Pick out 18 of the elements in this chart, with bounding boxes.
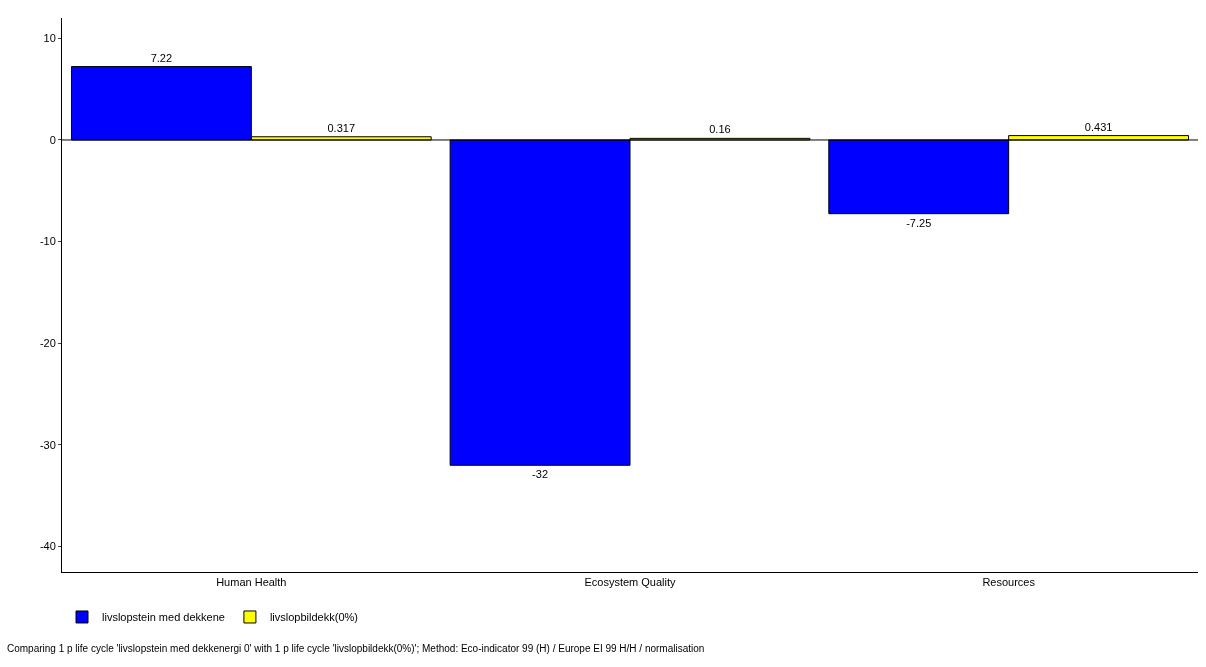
y-tick-label: -20	[39, 337, 56, 350]
y-tick-label: -40	[39, 540, 56, 553]
data-label: -32	[532, 468, 549, 481]
data-label: 0.16	[709, 123, 731, 136]
data-label: 0.317	[327, 121, 356, 134]
y-tick-label: 0	[49, 133, 56, 146]
y-tick-label: -10	[39, 235, 56, 248]
x-tick-label: Human Health	[216, 576, 287, 589]
x-tick-label: Ecosystem Quality	[584, 576, 677, 589]
x-tick-label: Resources	[982, 576, 1036, 589]
y-tick-label: -30	[39, 438, 56, 451]
y-tick-label: 10	[43, 32, 56, 45]
data-label: 0.431	[1084, 120, 1113, 133]
text: Comparing 1 p life cycle 'livslopstein med dekkenergi 0' with 1 p life cycle 'livslopbildekk(0%)'; Method: Eco-indicator 99 (H) / Europe EI 99 H/H / normalisation	[7, 643, 705, 654]
data-label: 7.22	[150, 51, 173, 64]
legend-label: livslopbildekk(0%)	[269, 611, 358, 624]
legend-label: livslopstein med dekkene	[102, 611, 225, 624]
data-label: -7.25	[906, 216, 932, 229]
